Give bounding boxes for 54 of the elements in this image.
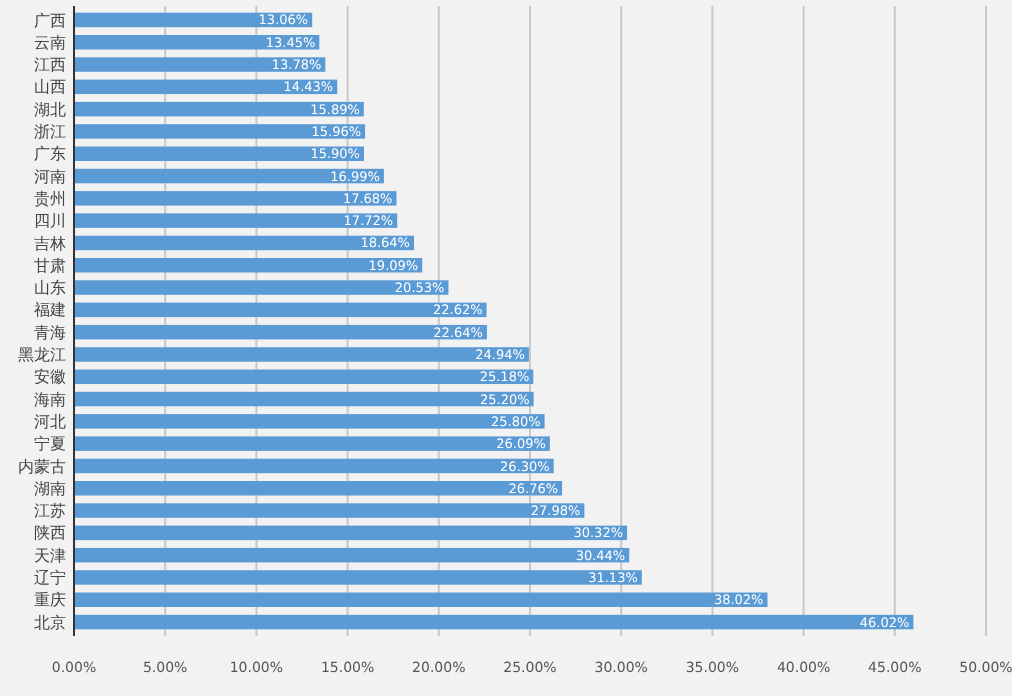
y-tick-label: 贵州 xyxy=(34,189,66,208)
y-tick-label: 安徽 xyxy=(34,368,66,387)
bar xyxy=(74,525,628,541)
y-tick-label: 湖北 xyxy=(34,100,66,119)
y-tick-label: 北京 xyxy=(34,613,66,632)
bar xyxy=(74,79,338,95)
y-tick-label: 山西 xyxy=(34,78,66,97)
bar xyxy=(74,168,384,184)
y-tick-label: 河南 xyxy=(34,167,66,186)
bar xyxy=(74,258,423,273)
y-tick-label: 江西 xyxy=(34,56,66,75)
bar xyxy=(74,191,397,206)
bar xyxy=(74,213,398,228)
bar xyxy=(74,503,585,518)
bar xyxy=(74,481,563,496)
y-tick-label: 天津 xyxy=(34,546,66,565)
bar xyxy=(74,302,487,318)
bar xyxy=(74,458,554,474)
bar xyxy=(74,324,487,340)
y-tick-label: 甘肃 xyxy=(34,256,66,275)
bar xyxy=(74,614,914,630)
bar xyxy=(74,369,534,384)
y-tick-label: 浙江 xyxy=(34,123,66,142)
y-tick-label: 四川 xyxy=(34,212,66,231)
y-tick-label: 辽宁 xyxy=(34,569,66,588)
bar xyxy=(74,391,534,407)
y-tick-label: 广东 xyxy=(34,145,66,164)
bar xyxy=(74,436,550,451)
bar xyxy=(74,57,326,72)
y-tick-label: 陕西 xyxy=(34,524,66,543)
y-tick-label: 吉林 xyxy=(34,234,66,253)
y-tick-label: 重庆 xyxy=(34,591,66,610)
y-tick-label: 青海 xyxy=(34,323,66,342)
bar xyxy=(74,347,529,362)
y-tick-label: 宁夏 xyxy=(34,435,66,454)
bar xyxy=(74,235,414,251)
y-tick-label: 海南 xyxy=(34,390,66,409)
bar xyxy=(74,570,642,585)
y-tick-label: 山东 xyxy=(34,279,66,298)
y-tick-label: 湖南 xyxy=(34,479,66,498)
y-tick-label: 广西 xyxy=(34,11,66,30)
bar xyxy=(74,101,364,117)
y-tick-label: 福建 xyxy=(34,301,66,320)
y-tick-label: 内蒙古 xyxy=(18,457,66,476)
bar xyxy=(74,592,768,608)
bar xyxy=(74,146,365,161)
bar xyxy=(74,280,449,295)
y-tick-label: 江苏 xyxy=(34,502,66,521)
bar xyxy=(74,124,366,139)
y-tick-label: 黑龙江 xyxy=(18,346,66,365)
bar xyxy=(74,414,545,429)
y-tick-label: 云南 xyxy=(34,33,66,52)
bar xyxy=(74,547,630,563)
y-tick-label: 河北 xyxy=(34,412,66,431)
